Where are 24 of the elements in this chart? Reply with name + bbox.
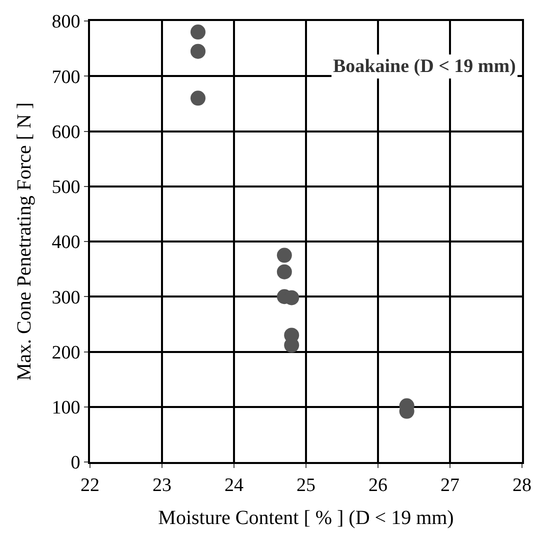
point [276,248,292,263]
y-tick-label: 600 [52,122,80,143]
y-tick-label: 700 [52,66,80,88]
y-tick-label: 200 [52,342,80,364]
y-tick-label: 0 [70,452,80,474]
point [190,90,206,106]
point [190,44,206,59]
point [190,24,206,40]
y-tick-label: 400 [52,232,80,254]
y-tick-label: 500 [52,177,80,198]
x-tick-label: 27 [440,474,460,496]
point [276,264,292,280]
y-tick-label: 100 [52,398,80,419]
x-axis-title: Moisture Content [ % ] (D < 19 mm) [158,506,454,529]
x-tick-label: 24 [224,474,244,496]
y-axis-title: Max. Cone Penetrating Force [ N ] [14,102,36,381]
y-tick-label: 300 [52,287,80,308]
x-tick-label: 28 [512,474,532,496]
annotation: Boakaine (D < 19 mm) [333,56,516,77]
x-tick-label: 22 [80,474,100,496]
x-tick-label: 26 [368,474,388,496]
x-tick-label: 25 [296,474,316,496]
y-tick-label: 800 [52,12,80,33]
x-tick-label: 23 [152,474,172,496]
